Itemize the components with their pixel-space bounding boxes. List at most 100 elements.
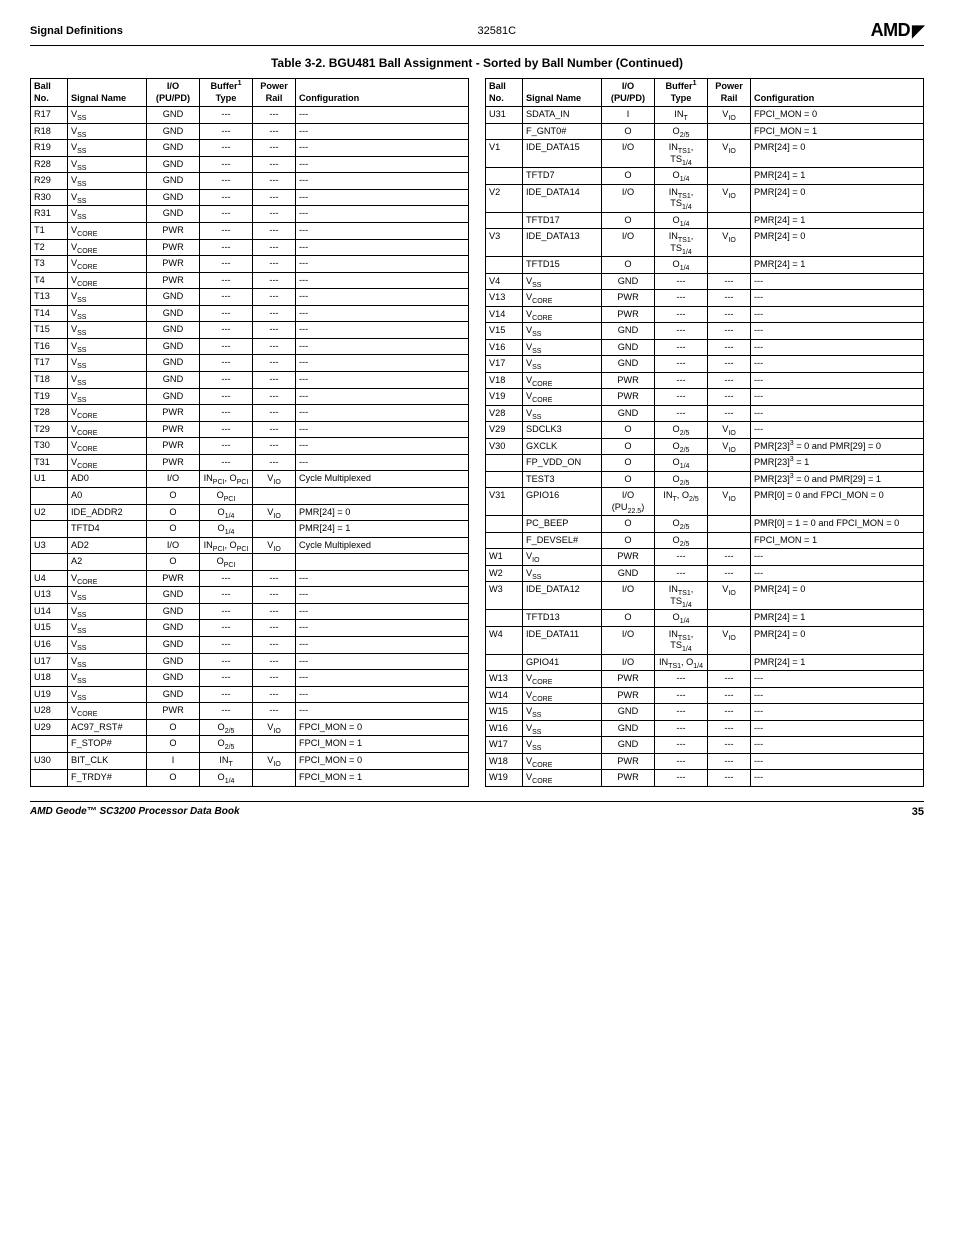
table-row: W1VIOPWR--------- (486, 549, 924, 566)
cell-ball: W17 (486, 737, 523, 754)
cell-io: O (602, 438, 655, 455)
cell-ball: T2 (31, 239, 68, 256)
cell-signal: VCORE (68, 454, 147, 471)
cell-io: I/O (147, 471, 200, 488)
cell-io: O (147, 719, 200, 736)
cell-power: --- (708, 290, 751, 307)
cell-power: VIO (708, 140, 751, 168)
cell-buffer: O1/4 (655, 455, 708, 472)
cell-signal: VCORE (68, 239, 147, 256)
table-row: U3AD2I/OINPCI, OPCIVIOCycle Multiplexed (31, 537, 469, 554)
cell-io: O (147, 769, 200, 786)
cell-power (253, 736, 296, 753)
cell-buffer: --- (200, 305, 253, 322)
cell-config: --- (296, 305, 469, 322)
cell-io: GND (147, 686, 200, 703)
cell-config (296, 554, 469, 571)
cell-signal: VSS (523, 737, 602, 754)
cell-signal: VSS (68, 603, 147, 620)
cell-config: --- (751, 737, 924, 754)
cell-ball: U3 (31, 537, 68, 554)
cell-buffer: --- (200, 156, 253, 173)
col-power: Power Rail (708, 79, 751, 107)
cell-buffer: --- (200, 107, 253, 124)
cell-ball: W16 (486, 720, 523, 737)
cell-buffer: --- (200, 405, 253, 422)
cell-buffer: INTS1, TS1/4 (655, 140, 708, 168)
cell-buffer: --- (200, 587, 253, 604)
cell-power: --- (253, 670, 296, 687)
col-io: I/O (PU/PD) (602, 79, 655, 107)
cell-signal: IDE_DATA15 (523, 140, 602, 168)
cell-ball: V13 (486, 290, 523, 307)
cell-ball: V1 (486, 140, 523, 168)
cell-buffer: INTS1, O1/4 (655, 654, 708, 671)
cell-buffer: --- (200, 338, 253, 355)
cell-config: PMR[24] = 0 (751, 140, 924, 168)
cell-config: --- (751, 405, 924, 422)
cell-buffer: --- (200, 189, 253, 206)
cell-buffer: O1/4 (200, 769, 253, 786)
cell-config: --- (751, 389, 924, 406)
table-caption: Table 3-2. BGU481 Ball Assignment - Sort… (30, 56, 924, 70)
table-row: T2VCOREPWR--------- (31, 239, 469, 256)
cell-ball (31, 736, 68, 753)
cell-power: --- (253, 140, 296, 157)
cell-signal: BIT_CLK (68, 752, 147, 769)
table-row: U28VCOREPWR--------- (31, 703, 469, 720)
cell-config: --- (296, 140, 469, 157)
cell-config: PMR[23]3 = 0 and PMR[29] = 0 (751, 438, 924, 455)
cell-config: --- (296, 206, 469, 223)
cell-buffer: O2/5 (200, 736, 253, 753)
cell-buffer: O2/5 (655, 516, 708, 533)
cell-power: --- (708, 323, 751, 340)
cell-power: --- (253, 438, 296, 455)
table-row: U31SDATA_INIINTVIOFPCI_MON = 0 (486, 107, 924, 124)
cell-power: VIO (708, 229, 751, 257)
cell-io: GND (147, 620, 200, 637)
cell-io: PWR (602, 687, 655, 704)
cell-buffer: --- (200, 272, 253, 289)
cell-ball: T31 (31, 454, 68, 471)
cell-power: --- (253, 305, 296, 322)
page-header: Signal Definitions 32581C AMD◤ (30, 20, 924, 46)
cell-io: GND (147, 206, 200, 223)
table-row: W19VCOREPWR--------- (486, 770, 924, 787)
cell-ball: U2 (31, 504, 68, 521)
cell-config (296, 487, 469, 504)
cell-buffer: --- (655, 405, 708, 422)
table-row: U17VSSGND--------- (31, 653, 469, 670)
table-row: V31GPIO16I/O (PU22.5)INT, O2/5VIOPMR[0] … (486, 488, 924, 516)
cell-io: GND (147, 587, 200, 604)
cell-ball: W3 (486, 582, 523, 610)
cell-power: --- (253, 156, 296, 173)
cell-power: VIO (253, 504, 296, 521)
cell-buffer: O1/4 (200, 521, 253, 538)
table-row: GPIO41I/OINTS1, O1/4PMR[24] = 1 (486, 654, 924, 671)
cell-signal: VSS (68, 322, 147, 339)
cell-signal: VSS (68, 305, 147, 322)
cell-io: I/O (602, 140, 655, 168)
cell-buffer: O2/5 (200, 719, 253, 736)
cell-power: --- (708, 372, 751, 389)
table-row: V4VSSGND--------- (486, 273, 924, 290)
cell-ball: U1 (31, 471, 68, 488)
cell-signal: TEST3 (523, 471, 602, 488)
cell-ball (486, 212, 523, 229)
cell-config: --- (296, 603, 469, 620)
cell-signal: IDE_DATA13 (523, 229, 602, 257)
cell-ball: V17 (486, 356, 523, 373)
cell-config: FPCI_MON = 1 (751, 532, 924, 549)
cell-signal: VCORE (523, 753, 602, 770)
cell-signal: VSS (68, 388, 147, 405)
table-row: W14VCOREPWR--------- (486, 687, 924, 704)
cell-io: GND (147, 338, 200, 355)
cell-ball (486, 168, 523, 185)
cell-ball: R31 (31, 206, 68, 223)
cell-ball: T13 (31, 289, 68, 306)
table-row: T14VSSGND--------- (31, 305, 469, 322)
table-row: T29VCOREPWR--------- (31, 421, 469, 438)
table-row: TFTD4OO1/4PMR[24] = 1 (31, 521, 469, 538)
cell-power (253, 521, 296, 538)
cell-power: --- (708, 273, 751, 290)
